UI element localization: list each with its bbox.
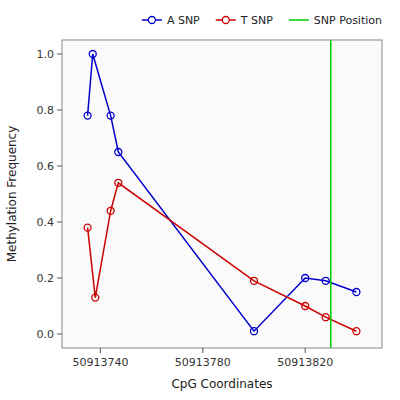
- y-tick-label: 0.8: [37, 104, 55, 117]
- y-tick: [57, 110, 62, 111]
- y-tick-label: 0.2: [37, 272, 55, 285]
- series-marker: [302, 303, 309, 310]
- series-marker: [251, 277, 258, 284]
- series-marker: [115, 179, 122, 186]
- y-tick: [57, 334, 62, 335]
- y-tick: [57, 222, 62, 223]
- y-tick-label: 1.0: [37, 48, 55, 61]
- series-marker: [89, 51, 96, 58]
- x-tick-label: 50913740: [72, 356, 128, 369]
- series-marker: [322, 277, 329, 284]
- series-marker: [84, 112, 91, 119]
- x-axis-label: CpG Coordinates: [171, 377, 272, 391]
- legend-marker: [222, 17, 229, 24]
- legend-item: A SNP: [142, 14, 200, 27]
- series-marker: [115, 149, 122, 156]
- series-marker: [353, 328, 360, 335]
- series-marker: [107, 207, 114, 214]
- x-tick: [305, 348, 306, 353]
- y-tick-label: 0.0: [37, 328, 55, 341]
- y-tick: [57, 278, 62, 279]
- chart-container: 0.0 0.2 0.4 0.6 0.8 1.0 50913740 50913780 509138…: [0, 0, 400, 400]
- legend: A SNP T SNP SNP Position: [142, 14, 382, 27]
- series-marker: [353, 289, 360, 296]
- y-tick: [57, 54, 62, 55]
- legend-item: T SNP: [216, 14, 273, 27]
- legend-label: SNP Position: [314, 14, 382, 27]
- legend-item: SNP Position: [289, 14, 382, 27]
- y-tick-label: 0.6: [37, 160, 55, 173]
- series-marker: [92, 294, 99, 301]
- series-marker: [322, 314, 329, 321]
- x-tick-label: 50913820: [277, 356, 333, 369]
- legend-swatch: [289, 19, 309, 21]
- plot-frame: [62, 40, 382, 348]
- series-marker: [251, 328, 258, 335]
- y-tick-label: 0.4: [37, 216, 55, 229]
- legend-label: T SNP: [240, 14, 273, 27]
- legend-label: A SNP: [167, 14, 200, 27]
- y-tick: [57, 166, 62, 167]
- y-axis-label: Methylation Frequency: [5, 126, 19, 263]
- x-tick: [100, 348, 101, 353]
- plot-area: [84, 40, 360, 348]
- chart: 0.0 0.2 0.4 0.6 0.8 1.0 50913740 50913780 509138…: [0, 0, 400, 400]
- series-line: [88, 183, 357, 331]
- legend-marker: [148, 17, 155, 24]
- series-marker: [107, 112, 114, 119]
- series-marker: [302, 275, 309, 282]
- series-marker: [84, 224, 91, 231]
- x-tick-label: 50913780: [175, 356, 231, 369]
- snp-position-line: [330, 40, 332, 348]
- x-tick: [202, 348, 203, 353]
- series-line: [88, 54, 357, 331]
